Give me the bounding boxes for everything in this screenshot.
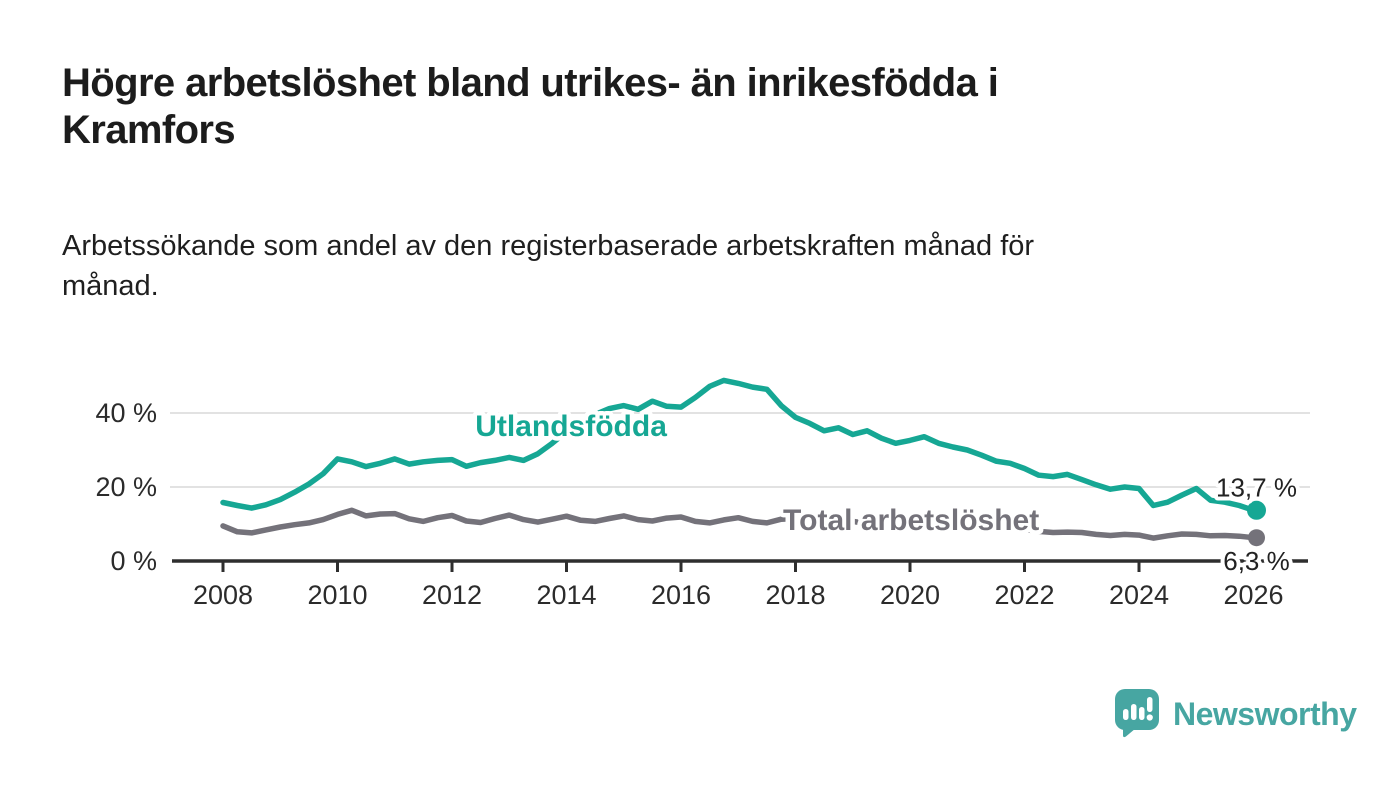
newsworthy-brand: Newsworthy [1114, 688, 1357, 740]
page-title: Högre arbetslöshet bland utrikes- än inr… [62, 60, 1282, 154]
x-tick-label: 2008 [193, 580, 253, 610]
x-tick-label: 2014 [536, 580, 596, 610]
x-tick-label: 2026 [1223, 580, 1283, 610]
series-line-utlandsfodda [220, 377, 1257, 514]
series-label-total: Total arbetslöshet [783, 504, 1039, 537]
x-tick-label: 2024 [1109, 580, 1169, 610]
brand-name: Newsworthy [1173, 695, 1357, 732]
y-tick-label: 0 % [110, 546, 157, 576]
series-line-total [220, 507, 1257, 541]
x-tick-label: 2012 [422, 580, 482, 610]
subtitle-line-1: Arbetssökande som andel av den registerb… [62, 230, 1035, 262]
series-end-dot-total [1248, 529, 1265, 547]
end-value-label-utlandsfodda: 13,7 % [1216, 472, 1297, 502]
subtitle-line-2: månad. [62, 270, 159, 303]
y-tick-label: 40 % [95, 398, 157, 428]
series-end-dot-utlandsfodda [1247, 500, 1266, 520]
newsworthy-speech-bubble-icon [1115, 689, 1159, 738]
title-line-2: Kramfors [62, 107, 236, 152]
end-value-label-total: 6,3 % [1223, 546, 1290, 576]
x-tick-label: 2016 [651, 580, 711, 610]
x-tick-label: 2018 [765, 580, 825, 610]
x-tick-label: 2022 [994, 580, 1054, 610]
x-tick-label: 2010 [307, 580, 367, 610]
y-tick-label: 20 % [95, 472, 157, 502]
chart-subtitle: Arbetssökande som andel av den registerb… [62, 226, 1282, 306]
x-tick-label: 2020 [880, 580, 940, 610]
series-label-utlandsfodda: Utlandsfödda [475, 410, 667, 443]
title-line-1: Högre arbetslöshet bland utrikes- än inr… [62, 61, 999, 105]
